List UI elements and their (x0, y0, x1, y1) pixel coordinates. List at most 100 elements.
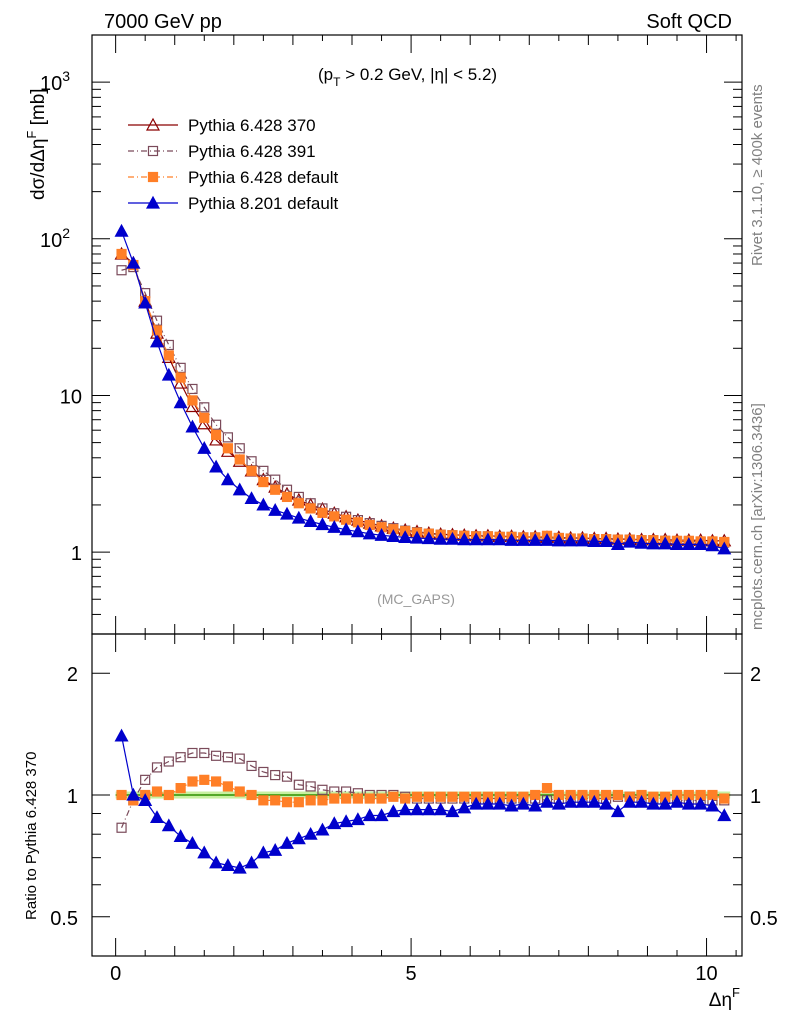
main-data-point (187, 395, 198, 406)
cut-label-pre: (p (318, 65, 333, 84)
main-data-point (163, 339, 174, 351)
ratio-data-point (305, 795, 316, 806)
ratio-data-point (681, 796, 696, 810)
x-tick-label: 0 (110, 963, 121, 985)
x-axis-label: ΔηF (709, 985, 740, 1011)
main-data-point (539, 533, 555, 546)
header-right: Soft QCD (646, 11, 732, 33)
main-data-point (469, 532, 484, 546)
ratio-data-point (516, 796, 531, 810)
main-data-point (398, 530, 413, 544)
main-data-point (305, 503, 316, 514)
ratio-data-point (270, 795, 281, 806)
ratio-data-point (116, 789, 127, 801)
ratio-data-point (435, 791, 446, 802)
legend-marker (147, 145, 159, 157)
ratio-data-point (246, 789, 257, 801)
cut-label-post: > 0.2 GeV, |η| < 5.2) (340, 65, 497, 84)
legend-label: Pythia 6.428 391 (188, 142, 316, 161)
ratio-data-point (175, 752, 186, 763)
ratio-data-point (634, 794, 649, 808)
ratio-data-point (291, 831, 306, 845)
ratio-data-point (293, 797, 304, 808)
ratio-data-point (199, 747, 210, 759)
main-data-point (350, 524, 365, 538)
ratio-data-point (329, 793, 340, 804)
ratio-data-point (362, 808, 377, 822)
ratio-data-point (459, 791, 470, 802)
legend-marker (145, 117, 161, 131)
ratio-data-point (209, 855, 224, 869)
ratio-data-point (563, 794, 578, 808)
ratio-data-point (281, 771, 293, 782)
ratio-data-point (610, 804, 625, 818)
analysis-watermark: (MC_GAPS) (377, 591, 455, 607)
main-y-axis-label-sup: F (24, 131, 39, 139)
ratio-data-point (398, 802, 413, 816)
main-series-line (120, 230, 725, 550)
ratio-data-point (327, 816, 342, 830)
main-data-point (317, 507, 328, 518)
main-data-point (270, 484, 281, 495)
ratio-data-point (149, 810, 165, 824)
ratio-data-point (244, 855, 259, 869)
main-data-point (622, 534, 637, 548)
main-data-point (409, 530, 425, 544)
ratio-data-point (234, 753, 245, 764)
main-data-point (504, 533, 519, 546)
main-data-point (279, 506, 295, 520)
main-data-point (587, 534, 602, 548)
main-data-point (114, 223, 129, 237)
ratio-data-point (719, 793, 730, 804)
ratio-data-point (340, 793, 352, 804)
legend-label: Pythia 8.201 default (188, 194, 339, 213)
main-data-point (220, 472, 235, 486)
legend-label: Pythia 6.428 default (188, 168, 339, 187)
main-y-tick-label: 10 (60, 386, 82, 408)
cut-label-sub: T (333, 75, 341, 89)
main-data-point (610, 537, 625, 550)
main-data-point (457, 532, 472, 546)
main-data-point (516, 533, 531, 546)
x-tick-label: 10 (695, 963, 717, 985)
ratio-data-point (386, 804, 401, 818)
main-data-point (291, 510, 306, 524)
main-data-point (717, 541, 732, 555)
ratio-data-point (232, 860, 247, 874)
main-data-point (492, 532, 507, 546)
main-data-point (327, 520, 342, 533)
main-data-point (303, 514, 318, 528)
ratio-data-point (409, 802, 425, 816)
main-data-point (185, 419, 200, 433)
ratio-data-point (222, 781, 234, 792)
main-data-point (244, 491, 259, 505)
ratio-data-point (551, 796, 566, 810)
main-data-point (528, 533, 543, 546)
ratio-y-tick-label: 0.5 (50, 908, 78, 930)
main-data-point (433, 531, 448, 545)
ratio-data-point (339, 814, 354, 828)
ratio-data-point (587, 794, 602, 808)
main-data-point (234, 443, 245, 454)
ratio-data-point (447, 791, 458, 802)
main-y-axis-label-main: dσ/dΔη (28, 139, 49, 200)
main-data-point (445, 531, 460, 545)
ratio-axis-ticks: 0.5 0.5 1 1 2 2 0 5 10 (50, 634, 778, 985)
ratio-data-point (258, 795, 269, 806)
ratio-data-point (400, 793, 411, 804)
main-y-axis-label: dσ/dΔηF [mb] (24, 88, 49, 200)
ratio-data-point (163, 789, 174, 801)
ratio-data-point (374, 808, 389, 822)
main-data-point (293, 498, 304, 509)
main-data-point (197, 441, 212, 454)
ratio-data-point (364, 793, 375, 804)
ratio-data-point (293, 779, 304, 790)
main-data-point (151, 315, 163, 326)
ratio-data-point (376, 793, 387, 804)
ratio-data-point (268, 843, 283, 856)
ratio-data-point (622, 794, 637, 808)
main-y-axis-label-unit: [mb] (28, 88, 49, 130)
legend-label: Pythia 6.428 370 (188, 116, 316, 135)
